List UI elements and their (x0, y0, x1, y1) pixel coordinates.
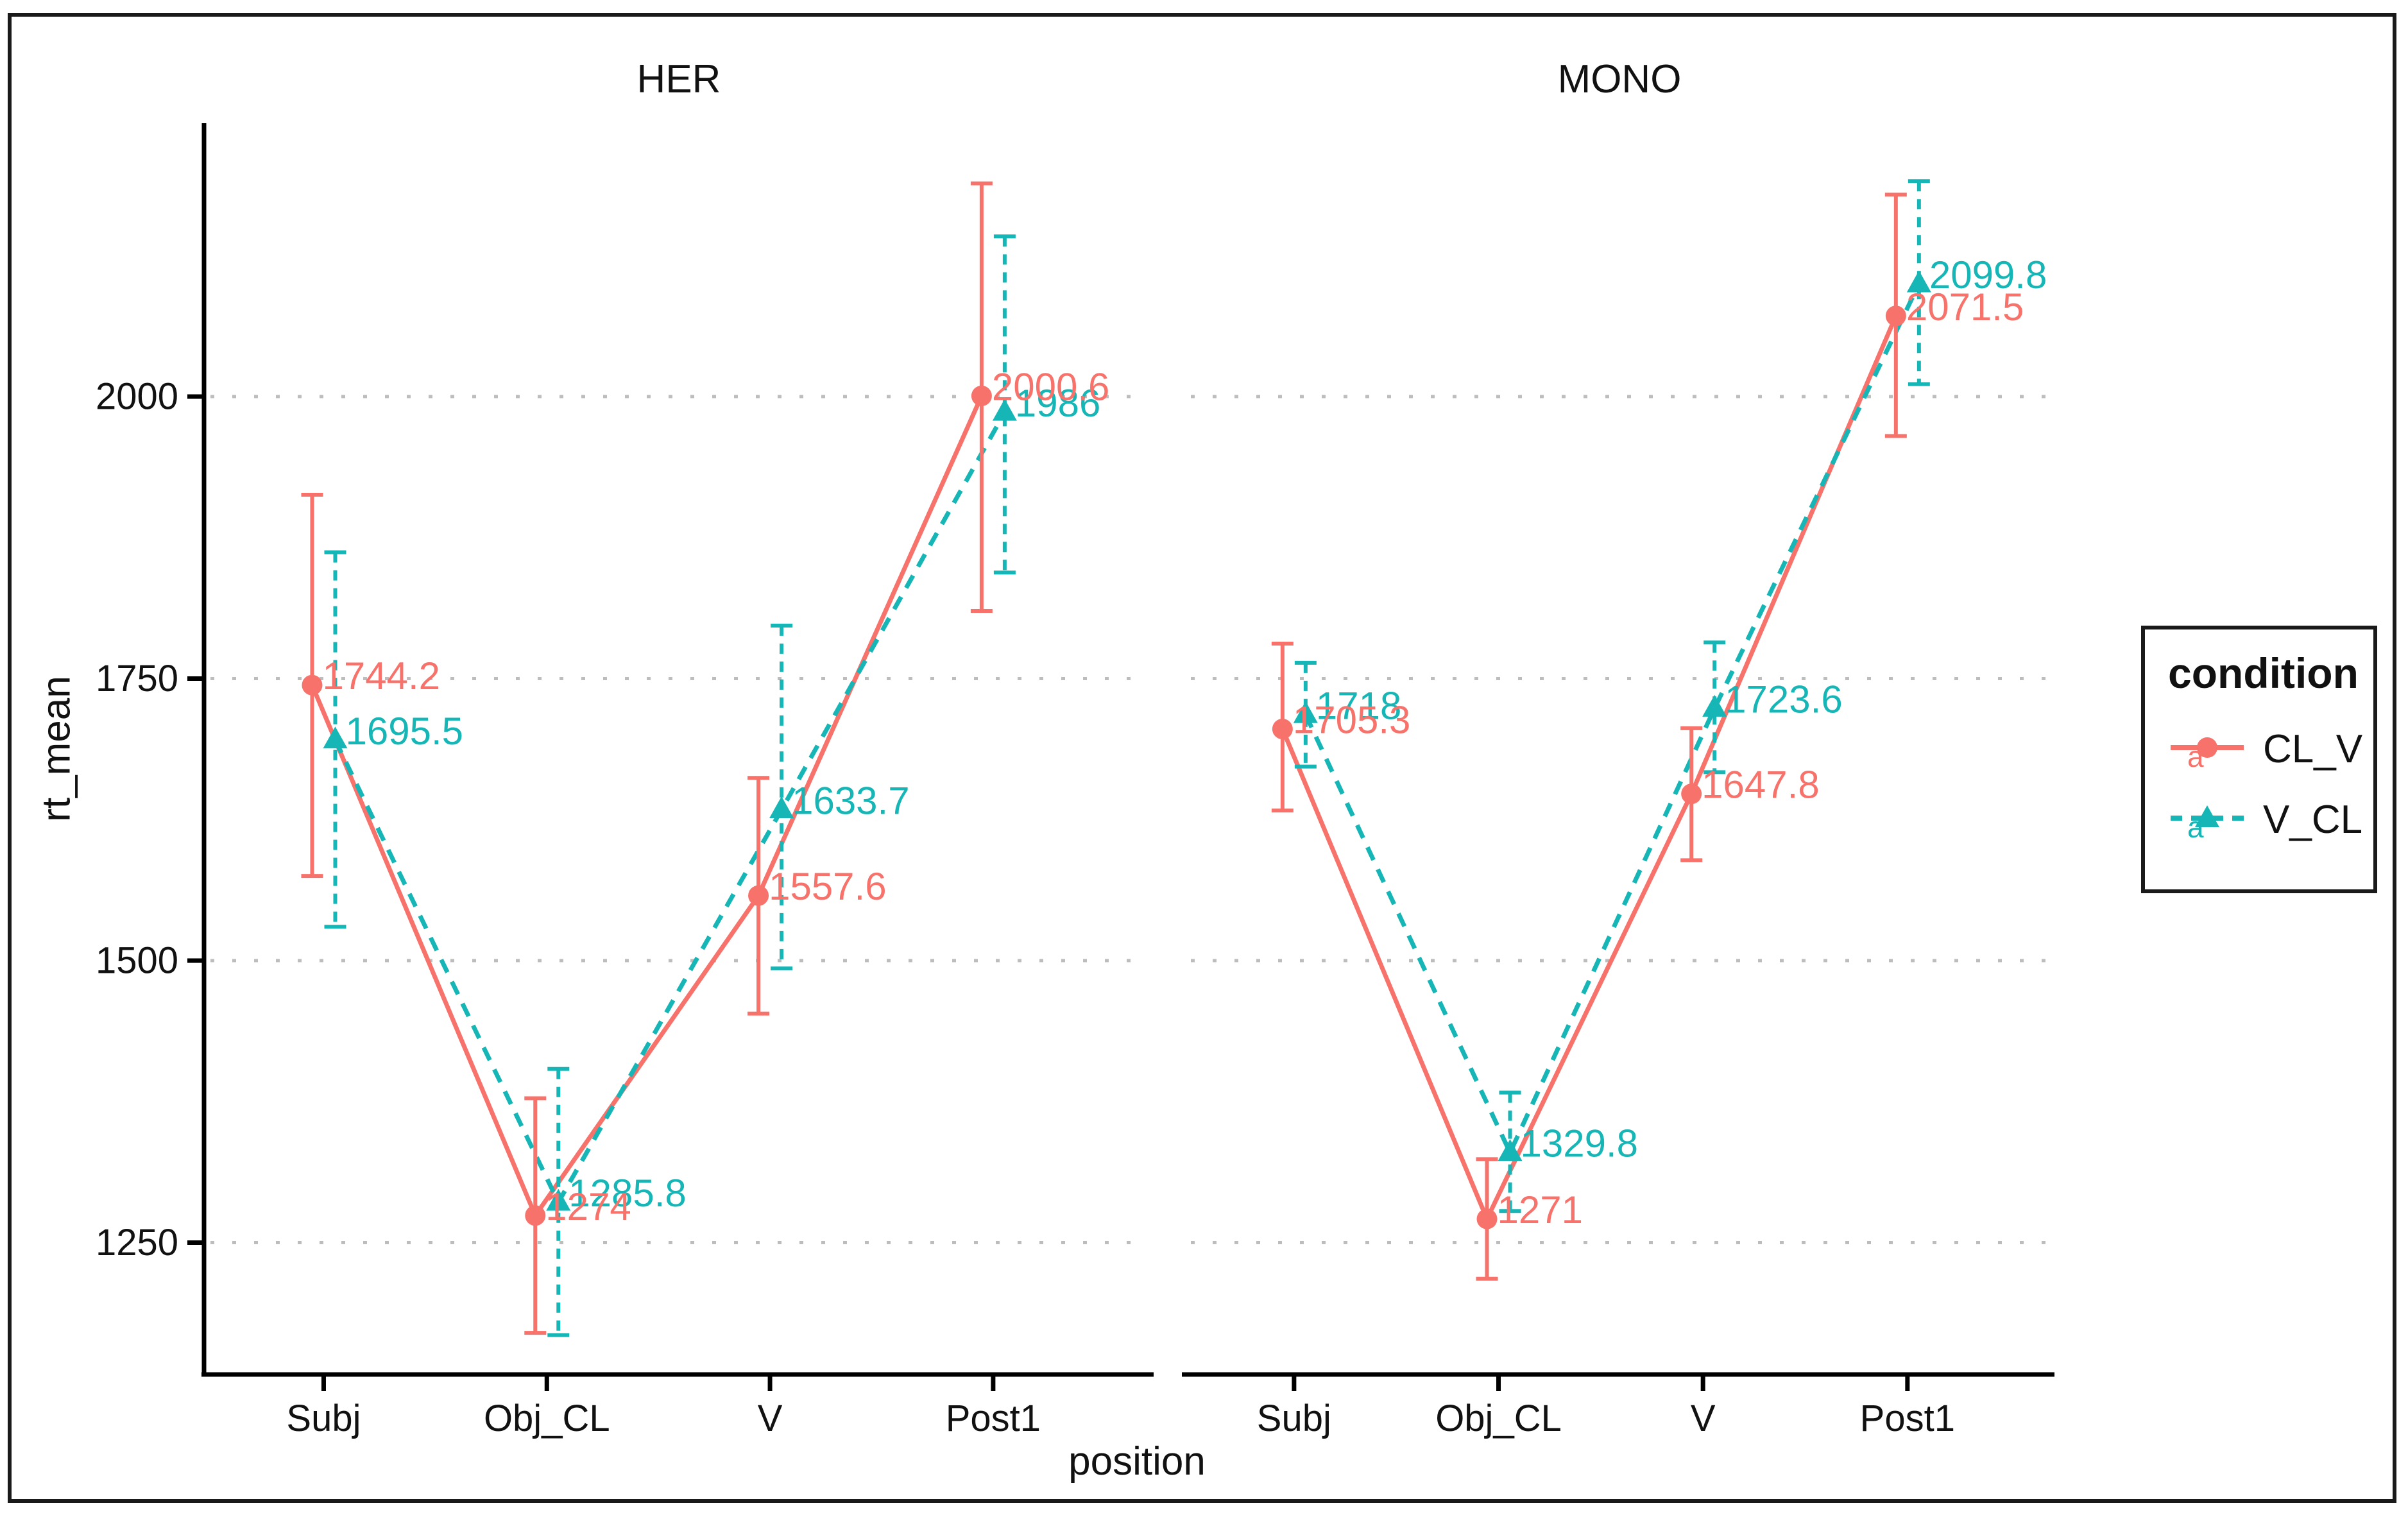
series-line-cl_v (310, 395, 984, 1220)
data-point-circle (748, 885, 769, 906)
value-label-v_cl: 1718 (1316, 684, 1401, 727)
x-tick-label: Post1 (946, 1398, 1041, 1439)
data-point-triangle (323, 726, 348, 749)
legend-key-circle-marker (2197, 737, 2217, 758)
series-line-v_cl (333, 411, 1007, 1208)
data-point-triangle (769, 796, 794, 818)
data-point-circle (302, 674, 323, 696)
x-axis-title: position (1068, 1439, 1206, 1484)
data-point-circle (1476, 1208, 1498, 1229)
data-point-triangle (992, 398, 1017, 421)
data-point-triangle (1906, 270, 1931, 293)
legend-key-v-cl-icon: a (2171, 805, 2244, 844)
value-label-v_cl: 1695.5 (345, 710, 463, 753)
x-tick-label: V (758, 1398, 783, 1439)
data-point-circle (1681, 783, 1702, 805)
value-label-v_cl: 1723.6 (1725, 678, 1843, 721)
x-tick-label: Obj_CL (1435, 1398, 1562, 1439)
series-line-cl_v (1280, 314, 1899, 1225)
x-tick-label: Subj (286, 1398, 361, 1439)
value-label-v_cl: 2099.8 (1929, 253, 2047, 296)
legend-label-cl-v: CL_V (2263, 726, 2363, 771)
value-label-cl_v: 2000.6 (992, 365, 1110, 408)
legend-label-v-cl: V_CL (2263, 797, 2363, 842)
legend-key-text-a: a (2187, 810, 2204, 844)
value-label-cl_v: 2071.5 (1906, 286, 2024, 329)
panel-her: 1695.5 1285.8 1633.7 1986 1744.2 1274 1557.6 20… (301, 181, 1110, 1337)
y-tick-label: 2000 (96, 376, 178, 418)
series-line-v_cl (1303, 283, 1921, 1158)
legend: condition a CL_V a V_CL (2141, 626, 2377, 893)
data-point-triangle (1293, 701, 1318, 723)
value-label-v_cl: 1329.8 (1521, 1122, 1639, 1165)
facet-title-her: HER (636, 57, 721, 101)
legend-key-triangle-marker (2195, 805, 2219, 827)
value-label-v_cl: 1285.8 (568, 1172, 687, 1215)
value-label-cl_v: 1647.8 (1702, 764, 1820, 807)
x-tick-label: Subj (1257, 1398, 1331, 1439)
legend-key-cl-v-icon: a (2171, 737, 2244, 773)
facet-title-mono: MONO (1557, 57, 1682, 101)
data-point-circle (525, 1205, 546, 1226)
value-label-v_cl: 1633.7 (792, 779, 910, 822)
y-tick-label: 1750 (96, 658, 178, 699)
value-label-cl_v: 1705.3 (1293, 699, 1411, 742)
data-point-triangle (1498, 1139, 1523, 1161)
value-label-cl_v: 1744.2 (322, 655, 440, 698)
legend-entry-v-cl: a V_CL (2168, 794, 2373, 845)
data-point-triangle (1702, 694, 1727, 717)
data-point-circle (1272, 719, 1293, 740)
legend-title: condition (2168, 649, 2359, 697)
legend-key-text-a: a (2187, 740, 2204, 773)
data-point-circle (1885, 305, 1906, 327)
data-point-circle (971, 385, 992, 406)
legend-entry-cl-v: a CL_V (2168, 723, 2373, 775)
y-tick-label: 1250 (96, 1222, 178, 1263)
figure-border (8, 13, 2396, 1503)
x-tick-label: Obj_CL (484, 1398, 610, 1439)
panel-mono: 1718 1329.8 1723.6 2099.8 1705.3 1271 1647.8 20… (1271, 179, 2047, 1281)
value-label-cl_v: 1274 (545, 1185, 631, 1228)
value-label-v_cl: 1986 (1015, 382, 1100, 425)
x-tick-label: V (1691, 1398, 1716, 1439)
value-label-cl_v: 1557.6 (769, 865, 887, 908)
data-point-triangle (546, 1188, 571, 1211)
y-tick-label: 1500 (96, 940, 178, 982)
y-axis-title: rt_mean (34, 676, 79, 822)
value-label-cl_v: 1271 (1498, 1188, 1583, 1231)
x-tick-label: Post1 (1860, 1398, 1955, 1439)
